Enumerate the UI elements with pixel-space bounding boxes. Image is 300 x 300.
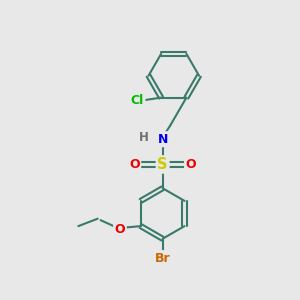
Text: N: N bbox=[158, 133, 168, 146]
Text: H: H bbox=[138, 131, 148, 144]
Text: O: O bbox=[115, 223, 125, 236]
Text: Br: Br bbox=[155, 252, 170, 265]
Text: S: S bbox=[158, 157, 168, 172]
Text: O: O bbox=[129, 158, 140, 171]
Text: O: O bbox=[186, 158, 196, 171]
Text: Cl: Cl bbox=[131, 94, 144, 107]
